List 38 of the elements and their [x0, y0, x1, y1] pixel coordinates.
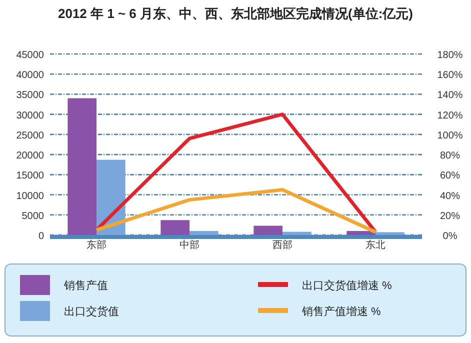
legend-label: 销售产值增速 %	[301, 305, 382, 318]
y-tick-label: 25000	[16, 130, 44, 142]
bar	[282, 232, 312, 235]
bar	[190, 230, 218, 235]
y2-tick-label: 0%	[442, 231, 458, 242]
y-tick-label: 45000	[16, 50, 44, 61]
line-series	[94, 112, 378, 234]
y2-tick-label: 160%	[437, 70, 463, 82]
line-series	[94, 188, 378, 234]
y-tick-label: 40000	[16, 70, 44, 82]
y-tick-label: 5000	[22, 210, 44, 222]
y2-tick-label: 120%	[437, 110, 463, 122]
bar	[346, 230, 376, 235]
y-tick-label: 15000	[16, 170, 44, 182]
y2-tick-label: 60%	[440, 170, 460, 182]
bar	[254, 226, 282, 235]
y-tick-label: 35000	[16, 90, 44, 102]
legend-label: 出口交货值	[64, 305, 119, 318]
y2-tick-label: 100%	[437, 130, 463, 142]
y2-tick-label: 40%	[440, 190, 460, 202]
chart-title: 2012 年 1 ~ 6 月东、中、西、东北部地区完成情况(单位:亿元)	[58, 6, 414, 21]
y2-tick-label: 20%	[440, 210, 460, 222]
y-tick-label: 30000	[16, 110, 44, 122]
legend-label: 出口交货值增速 %	[302, 279, 392, 292]
y-tick-label: 20000	[16, 150, 44, 162]
legend-label: 销售产值	[63, 279, 108, 292]
bar	[160, 220, 190, 235]
x-tick-label: 西部	[272, 239, 292, 251]
x-tick-label: 东北	[366, 239, 386, 251]
y2-tick-label: 140%	[437, 90, 463, 102]
y2-tick-label: 80%	[440, 150, 460, 162]
y2-tick-label: 180%	[437, 50, 463, 61]
bar	[68, 98, 96, 235]
y-tick-label: 0	[38, 231, 44, 242]
bar	[376, 232, 404, 235]
y-tick-label: 10000	[16, 190, 44, 202]
x-tick-label: 中部	[180, 239, 200, 251]
x-tick-label: 东部	[86, 239, 106, 251]
